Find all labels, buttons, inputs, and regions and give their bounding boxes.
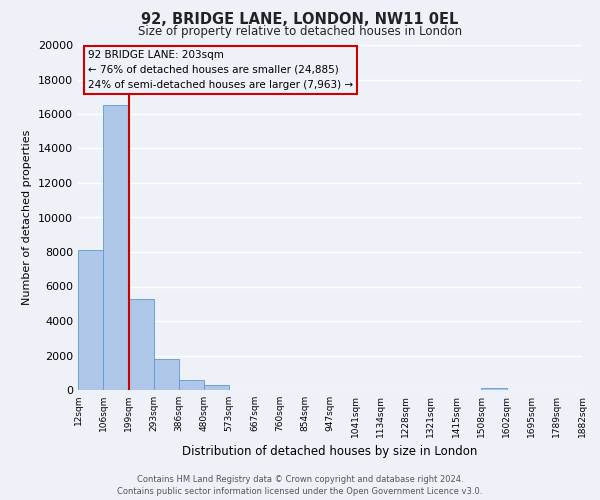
Text: 92 BRIDGE LANE: 203sqm
← 76% of detached houses are smaller (24,885)
24% of semi: 92 BRIDGE LANE: 203sqm ← 76% of detached… [88,50,353,90]
Bar [128,298,154,390]
Text: Contains HM Land Registry data © Crown copyright and database right 2024.
Contai: Contains HM Land Registry data © Crown c… [118,474,482,496]
Bar [204,385,229,390]
Bar [154,359,179,390]
Y-axis label: Number of detached properties: Number of detached properties [22,130,32,305]
Bar [179,380,204,390]
X-axis label: Distribution of detached houses by size in London: Distribution of detached houses by size … [182,446,478,458]
Bar [103,106,128,390]
Bar [481,388,506,390]
Text: Size of property relative to detached houses in London: Size of property relative to detached ho… [138,25,462,38]
Bar [78,250,103,390]
Text: 92, BRIDGE LANE, LONDON, NW11 0EL: 92, BRIDGE LANE, LONDON, NW11 0EL [142,12,458,28]
